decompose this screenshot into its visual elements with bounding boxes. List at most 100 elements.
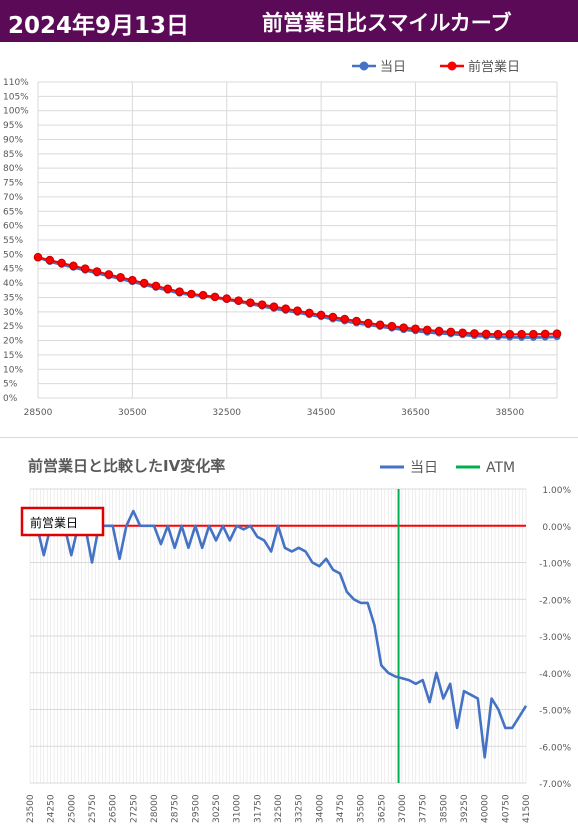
y-tick-label: 15% bbox=[3, 351, 23, 361]
y-tick-label: 80% bbox=[3, 164, 23, 174]
series-prev-point bbox=[116, 273, 125, 282]
series-prev-point bbox=[281, 304, 291, 313]
y-tick-label: 1.00% bbox=[542, 486, 571, 496]
series-prev-point bbox=[493, 329, 503, 339]
x-tick-label: 23500 bbox=[26, 794, 36, 823]
x-tick-label: 38500 bbox=[439, 794, 449, 823]
y-tick-label: 110% bbox=[3, 78, 29, 88]
header-date: 2024年9月13日 bbox=[8, 13, 190, 39]
chart-divider bbox=[0, 437, 578, 438]
series-prev-point bbox=[316, 310, 326, 320]
x-tick-label: 34500 bbox=[307, 408, 336, 418]
series-prev-point bbox=[552, 329, 562, 338]
series-prev-point bbox=[128, 275, 137, 285]
x-tick-label: 30250 bbox=[212, 794, 222, 823]
y-tick-label: 45% bbox=[3, 265, 23, 275]
y-tick-label: 50% bbox=[3, 250, 23, 260]
x-tick-label: 28000 bbox=[150, 794, 160, 823]
series-prev-point bbox=[470, 329, 479, 338]
series-prev-point bbox=[210, 292, 220, 302]
annotation-label: 前営業日 bbox=[30, 515, 78, 530]
series-prev-point bbox=[411, 324, 420, 334]
x-tick-label: 41500 bbox=[522, 794, 532, 823]
smile-curve-chart: 0% 5% 10% 15% 20% 25% 30% 35% 40% 45% 50% 55% 60% 65%… bbox=[3, 59, 562, 418]
y-tick-label: 20% bbox=[3, 337, 23, 347]
iv-change-chart: 前営業日と比較したIV変化率 当日 ATM 1.00% 0.00% -1.00% -2.00… bbox=[20, 457, 571, 823]
y-tick-label: -2.00% bbox=[539, 596, 571, 606]
series-prev-point bbox=[434, 326, 444, 336]
series-prev-point bbox=[446, 327, 456, 337]
x-tick-label: 25750 bbox=[88, 794, 98, 823]
y-tick-label: -4.00% bbox=[539, 670, 571, 680]
y-tick-label: 70% bbox=[3, 193, 23, 203]
x-tick-label: 35500 bbox=[357, 794, 367, 823]
legend-marker bbox=[447, 61, 457, 71]
y-tick-label: 85% bbox=[3, 150, 23, 160]
y-tick-label: -1.00% bbox=[539, 560, 571, 570]
x-tick-label: 33250 bbox=[295, 794, 305, 823]
series-prev-point bbox=[375, 320, 385, 330]
series-prev-point bbox=[104, 270, 114, 279]
x-tick-label: 36500 bbox=[401, 408, 430, 418]
header-bar: 2024年9月13日 前営業日比スマイルカーブ bbox=[0, 0, 578, 42]
y-tick-label: 60% bbox=[3, 222, 23, 232]
series-prev-point bbox=[57, 258, 66, 268]
y-tick-label: -3.00% bbox=[539, 633, 571, 643]
y-tick-label: 40% bbox=[3, 279, 23, 289]
x-tick-label: 30500 bbox=[118, 408, 147, 418]
x-tick-label: 36250 bbox=[377, 794, 387, 823]
series-prev-point bbox=[222, 294, 232, 303]
y-tick-label: 10% bbox=[3, 365, 23, 375]
series-prev-point bbox=[139, 278, 149, 288]
x-tick-label: 28500 bbox=[24, 408, 53, 418]
x-tick-label: 38500 bbox=[495, 408, 524, 418]
y-tick-label: -7.00% bbox=[539, 780, 571, 790]
y-tick-label: 105% bbox=[3, 92, 29, 102]
series-prev-point bbox=[234, 296, 243, 305]
y-tick-label: 75% bbox=[3, 179, 23, 189]
series-prev-point bbox=[175, 287, 184, 297]
y-tick-label: 90% bbox=[3, 135, 23, 145]
series-prev-point bbox=[458, 328, 467, 338]
y-tick-label: 35% bbox=[3, 293, 23, 303]
legend-marker bbox=[359, 61, 369, 71]
x-tick-label: 31750 bbox=[253, 794, 263, 823]
series-prev-point bbox=[363, 318, 373, 328]
x-tick-label: 39250 bbox=[460, 794, 470, 823]
series-prev-point bbox=[529, 329, 538, 339]
series-prev-point bbox=[328, 312, 338, 322]
series-prev-point bbox=[387, 321, 397, 331]
series-prev-point bbox=[304, 308, 314, 318]
series-prev-point bbox=[481, 329, 491, 339]
x-tick-label: 37000 bbox=[398, 794, 408, 823]
legend-atm-label: ATM bbox=[486, 460, 515, 476]
annotation-box bbox=[20, 506, 105, 537]
series-prev-point bbox=[151, 281, 161, 291]
chart-title: 前営業日と比較したIV変化率 bbox=[28, 457, 225, 475]
series-today-line bbox=[30, 509, 528, 759]
series-prev-point bbox=[33, 252, 43, 262]
x-tick-label: 37750 bbox=[419, 794, 429, 823]
x-tick-label: 32500 bbox=[212, 408, 241, 418]
x-tick-label: 32500 bbox=[274, 794, 284, 823]
x-tick-label: 31000 bbox=[233, 794, 243, 823]
series-prev-point bbox=[80, 264, 90, 274]
series-prev-point bbox=[246, 298, 255, 307]
series-prev-point bbox=[187, 289, 196, 299]
y-tick-label: -5.00% bbox=[539, 707, 571, 717]
y-tick-label: 65% bbox=[3, 207, 23, 217]
series-prev-point bbox=[422, 325, 432, 335]
x-tick-label: 34000 bbox=[315, 794, 325, 823]
legend-today-label: 当日 bbox=[380, 60, 406, 75]
y-tick-label: 0% bbox=[3, 394, 18, 404]
series-prev-point bbox=[517, 329, 526, 339]
x-tick-label: 26500 bbox=[109, 794, 119, 823]
series-prev-point bbox=[505, 329, 515, 339]
series-prev-point bbox=[92, 267, 102, 276]
x-tick-label: 40000 bbox=[481, 794, 491, 823]
series-prev-point bbox=[45, 255, 55, 265]
series-prev-point bbox=[198, 290, 208, 300]
series-prev-point bbox=[399, 323, 408, 332]
x-tick-label: 29500 bbox=[191, 794, 201, 823]
x-tick-label: 34750 bbox=[336, 794, 346, 823]
